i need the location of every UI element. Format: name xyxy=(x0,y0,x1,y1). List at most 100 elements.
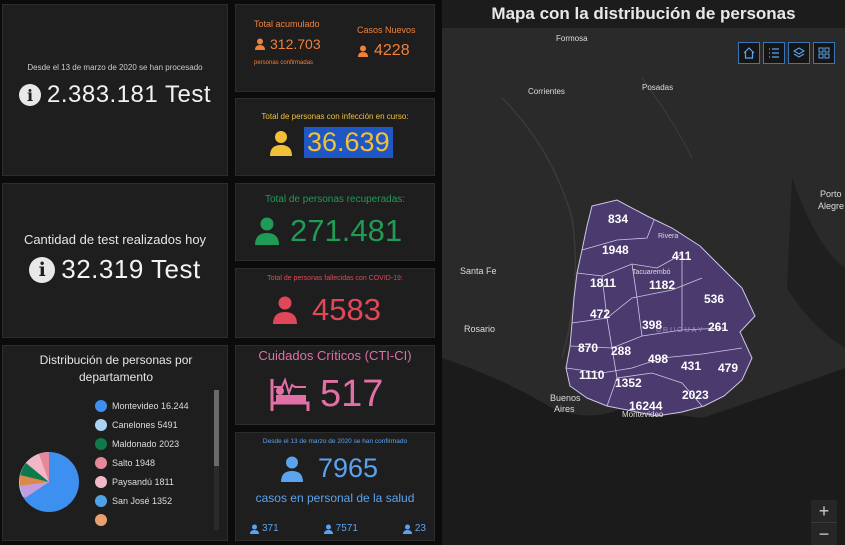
department-label[interactable]: 1110 xyxy=(579,368,605,382)
city-label: Montevideo xyxy=(622,410,664,419)
basemap-button[interactable] xyxy=(813,42,835,64)
health-sub-3: 23 xyxy=(402,523,426,534)
layers-icon xyxy=(793,47,805,58)
city-label: Porto xyxy=(820,189,842,199)
person-icon xyxy=(358,45,368,57)
hospital-bed-icon xyxy=(270,376,310,411)
city-label: URUGUAY xyxy=(656,327,705,334)
cases-new-value: 4228 xyxy=(374,42,410,59)
health-value: 7965 xyxy=(318,453,379,483)
health-sub-value: 7571 xyxy=(335,523,358,534)
legend-item[interactable]: Paysandú 1811 xyxy=(95,476,189,488)
pie-chart[interactable] xyxy=(17,450,81,514)
health-intro: Desde el 13 de marzo de 2020 se han conf… xyxy=(262,438,408,445)
department-label[interactable]: 411 xyxy=(672,249,692,263)
tests-total-intro: Desde el 13 de marzo de 2020 se han proc… xyxy=(27,63,203,72)
recovered-label: Total de personas recuperadas: xyxy=(264,194,406,205)
city-label: Alegre xyxy=(818,201,845,211)
city-label: Buenos xyxy=(550,393,581,403)
health-panel: Desde el 13 de marzo de 2020 se han conf… xyxy=(235,432,435,541)
person-icon xyxy=(270,130,292,156)
legend-scrollbar-thumb[interactable] xyxy=(214,390,219,466)
department-label[interactable]: 834 xyxy=(608,212,629,226)
legend-item[interactable]: San José 1352 xyxy=(95,495,189,507)
department-label[interactable]: 261 xyxy=(708,320,729,334)
person-icon xyxy=(273,296,297,324)
zoom-out-button[interactable]: − xyxy=(811,522,837,545)
health-sub-value: 23 xyxy=(414,523,426,534)
map-panel[interactable]: Mapa con la distribución de personas For… xyxy=(442,0,845,545)
department-label[interactable]: 398 xyxy=(642,318,663,332)
legend-swatch xyxy=(95,419,107,431)
legend-label: Maldonado xyxy=(112,439,157,449)
city-label: Rivera xyxy=(658,233,679,240)
person-icon xyxy=(281,456,303,482)
legend-label: Canelones xyxy=(112,420,156,430)
legend-label: San José xyxy=(112,496,150,506)
legend-value: 5491 xyxy=(157,420,178,430)
legend-button[interactable] xyxy=(763,42,785,64)
icu-panel: Cuidados Críticos (CTI-CI) 517 xyxy=(235,345,435,425)
person-icon xyxy=(255,38,265,50)
map-toolbar xyxy=(735,42,835,64)
icu-value: 517 xyxy=(320,373,384,415)
home-button[interactable] xyxy=(738,42,760,64)
deceased-panel: Total de personas fallecidas con COVID-1… xyxy=(235,268,435,338)
map-canvas[interactable] xyxy=(442,28,845,545)
city-label: Rosario xyxy=(464,324,496,334)
department-label[interactable]: 1811 xyxy=(590,276,617,290)
cases-panel: Total acumulado 312.703 personas confirm… xyxy=(235,4,435,92)
person-icon xyxy=(250,524,259,534)
department-label[interactable]: 1948 xyxy=(602,243,629,257)
legend-value: 1948 xyxy=(135,458,156,468)
department-label[interactable]: 870 xyxy=(578,341,599,355)
legend-swatch xyxy=(95,438,107,450)
legend-item[interactable]: Salto 1948 xyxy=(95,457,189,469)
legend-item-partial[interactable] xyxy=(95,514,189,526)
department-label[interactable]: 431 xyxy=(681,359,702,373)
cases-total-sub: personas confirmadas xyxy=(254,60,314,66)
health-label: casos en personal de la salud xyxy=(255,491,415,505)
person-icon xyxy=(402,524,412,534)
department-label[interactable]: 498 xyxy=(648,352,669,366)
legend-item[interactable]: Maldonado 2023 xyxy=(95,438,189,450)
zoom-controls: + − xyxy=(811,500,837,545)
department-label[interactable]: 1352 xyxy=(615,376,642,390)
department-label[interactable]: 16244 xyxy=(629,399,663,413)
legend-value: 1811 xyxy=(154,477,174,487)
legend-swatch xyxy=(95,495,107,507)
legend-item[interactable]: Canelones 5491 xyxy=(95,419,189,431)
deceased-label: Total de personas fallecidas con COVID-1… xyxy=(267,275,403,282)
tests-total-panel: Desde el 13 de marzo de 2020 se han proc… xyxy=(2,4,228,176)
cases-total-value: 312.703 xyxy=(270,36,321,52)
legend-value: 16.244 xyxy=(161,401,189,411)
department-label[interactable]: 288 xyxy=(611,344,632,358)
department-label[interactable]: 536 xyxy=(704,292,725,306)
grid-icon xyxy=(818,47,830,59)
health-sub-value: 371 xyxy=(262,523,279,534)
distribution-panel: Distribución de personas por departament… xyxy=(2,345,228,541)
map-title-bar: Mapa con la distribución de personas xyxy=(442,0,845,28)
info-icon: i xyxy=(18,84,41,106)
zoom-in-button[interactable]: + xyxy=(811,500,837,522)
map-title: Mapa con la distribución de personas xyxy=(491,4,796,23)
layers-button[interactable] xyxy=(788,42,810,64)
city-label: Corrientes xyxy=(528,87,565,96)
legend-swatch xyxy=(95,457,107,469)
department-label[interactable]: 1182 xyxy=(649,278,676,292)
city-label: Aires xyxy=(554,404,575,414)
legend-value: 1352 xyxy=(152,496,173,506)
department-label[interactable]: 479 xyxy=(718,361,739,375)
tests-today-label: Cantidad de test realizados hoy xyxy=(23,232,207,247)
department-label[interactable]: 472 xyxy=(590,307,611,321)
health-sub-2: 7571 xyxy=(323,523,358,534)
legend-swatch xyxy=(95,400,107,412)
recovered-panel: Total de personas recuperadas: 271.481 xyxy=(235,183,435,261)
department-label[interactable]: 2023 xyxy=(682,388,709,402)
city-label: Tacuarembó xyxy=(632,269,671,276)
legend-swatch xyxy=(95,514,107,526)
info-icon: i xyxy=(29,256,56,283)
distribution-legend: Montevideo 16.244 Canelones 5491 Maldona… xyxy=(95,400,189,533)
legend-scrollbar[interactable] xyxy=(214,390,219,530)
legend-item[interactable]: Montevideo 16.244 xyxy=(95,400,189,412)
